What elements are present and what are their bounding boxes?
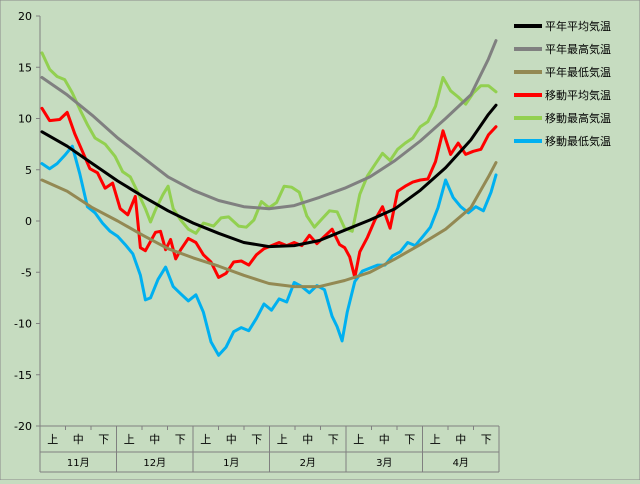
decade-label: 下 — [404, 433, 415, 446]
series-line — [40, 144, 498, 357]
series-line — [40, 161, 498, 289]
decade-label: 中 — [302, 433, 313, 446]
month-label: 2月 — [300, 457, 316, 469]
month-label: 1月 — [223, 457, 239, 469]
legend-label: 移動最低気温 — [545, 134, 611, 148]
axes-layer: -20-15-10-505101520上中下11月上中下12月上中下1月上中下2… — [14, 10, 500, 473]
series-line — [40, 106, 498, 279]
decade-label: 下 — [481, 433, 492, 446]
decade-label: 下 — [98, 433, 109, 446]
decade-label: 下 — [251, 433, 262, 446]
decade-label: 下 — [328, 433, 339, 446]
month-label: 11月 — [67, 457, 90, 469]
month-label: 4月 — [453, 457, 469, 469]
decade-label: 上 — [430, 433, 441, 446]
series-line — [40, 39, 498, 211]
legend-label: 平年平均気温 — [545, 19, 611, 33]
month-label: 12月 — [143, 457, 166, 469]
decade-label: 上 — [200, 433, 211, 446]
decade-label: 中 — [379, 433, 390, 446]
y-tick-label: 10 — [18, 113, 32, 126]
decade-label: 上 — [353, 433, 364, 446]
series-line — [40, 103, 498, 249]
y-tick-label: -5 — [21, 266, 32, 279]
legend-label: 平年最高気温 — [545, 42, 611, 56]
y-tick-label: 5 — [25, 164, 32, 177]
decade-label: 上 — [124, 433, 135, 446]
decade-label: 中 — [149, 433, 160, 446]
y-tick-label: 20 — [18, 10, 32, 23]
series-layer — [40, 39, 498, 357]
legend-label: 平年最低気温 — [545, 65, 611, 79]
legend-label: 移動最高気温 — [545, 111, 611, 125]
y-tick-label: -15 — [14, 369, 32, 382]
y-tick-label: -10 — [14, 318, 32, 331]
decade-label: 中 — [73, 433, 84, 446]
y-tick-label: -20 — [14, 420, 32, 433]
decade-label: 中 — [455, 433, 466, 446]
y-tick-label: 0 — [25, 215, 32, 228]
decade-label: 上 — [277, 433, 288, 446]
legend-label: 移動平均気温 — [545, 88, 611, 102]
y-tick-label: 15 — [18, 61, 32, 74]
month-label: 3月 — [376, 457, 392, 469]
decade-label: 上 — [47, 433, 58, 446]
decade-label: 中 — [226, 433, 237, 446]
decade-label: 下 — [175, 433, 186, 446]
